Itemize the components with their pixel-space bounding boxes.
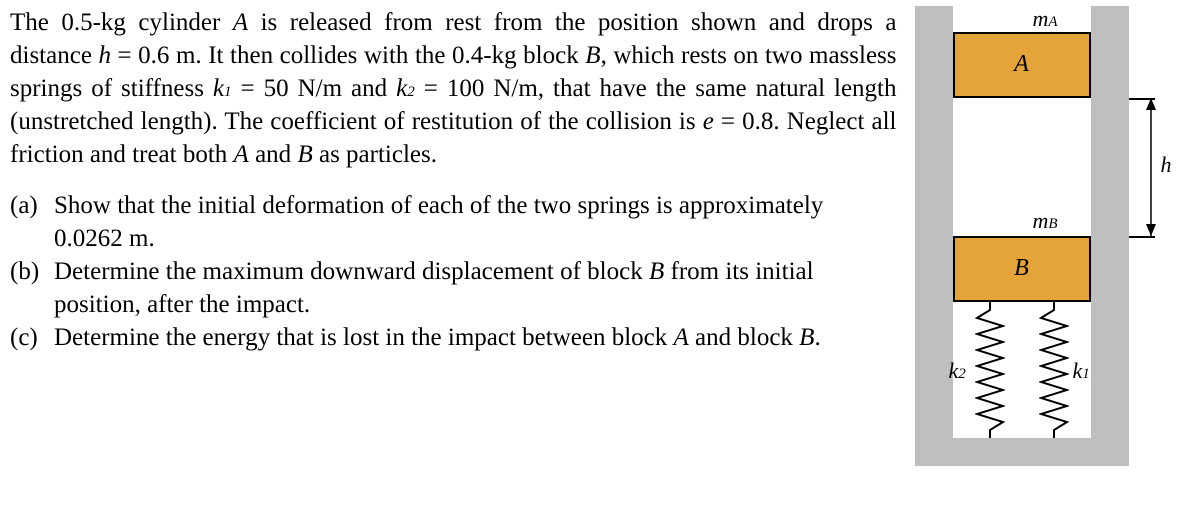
part-b-label: (b) bbox=[10, 255, 54, 321]
spring-k2 bbox=[975, 302, 1005, 438]
var-A: A bbox=[233, 9, 248, 36]
part-c-text: Determine the energy that is lost in the… bbox=[54, 324, 674, 351]
part-a-text: Show that the initial deformation of eac… bbox=[54, 192, 823, 252]
intro-text: The 0.5-kg cylinder bbox=[10, 9, 233, 36]
part-c-text: . bbox=[814, 324, 820, 351]
block-A: A bbox=[953, 32, 1091, 98]
container-bottom bbox=[915, 438, 1129, 466]
part-b-text: Determine the maximum downward displacem… bbox=[54, 258, 649, 285]
k-sub: 2 bbox=[958, 366, 966, 382]
container-right-wall bbox=[1091, 6, 1129, 466]
m-sub: B bbox=[1048, 216, 1057, 232]
part-c-body: Determine the energy that is lost in the… bbox=[54, 321, 897, 354]
mass-A-label: mA bbox=[1033, 6, 1058, 32]
part-a-label: (a) bbox=[10, 189, 54, 255]
var-B: B bbox=[585, 42, 600, 69]
block-B: B bbox=[953, 236, 1091, 302]
figure-column: mA A mB B k2 bbox=[905, 0, 1200, 528]
var-k2-sub: 2 bbox=[407, 84, 415, 100]
spring-k1 bbox=[1039, 302, 1069, 438]
var-A: A bbox=[674, 324, 689, 351]
m-symbol: m bbox=[1033, 6, 1049, 31]
part-a: (a) Show that the initial deformation of… bbox=[10, 189, 897, 255]
intro-text: = 0.6 m. It then collides with the 0.4-k… bbox=[111, 42, 585, 69]
page-root: The 0.5-kg cylinder A is released from r… bbox=[0, 0, 1200, 528]
part-b: (b) Determine the maximum downward displ… bbox=[10, 255, 897, 321]
var-k2: k bbox=[396, 75, 407, 102]
container-left-wall bbox=[915, 6, 953, 466]
block-B-label: B bbox=[1014, 255, 1029, 281]
var-B: B bbox=[799, 324, 814, 351]
spring-icon bbox=[975, 302, 1005, 438]
part-a-body: Show that the initial deformation of eac… bbox=[54, 189, 897, 255]
var-B: B bbox=[297, 141, 312, 168]
m-sub: A bbox=[1048, 14, 1057, 30]
var-B: B bbox=[649, 258, 664, 285]
k-sub: 1 bbox=[1082, 366, 1090, 382]
var-A: A bbox=[234, 141, 249, 168]
m-symbol: m bbox=[1033, 208, 1049, 233]
part-b-body: Determine the maximum downward displacem… bbox=[54, 255, 897, 321]
h-tick-bottom bbox=[1129, 236, 1155, 238]
block-A-label: A bbox=[1014, 51, 1029, 77]
problem-intro: The 0.5-kg cylinder A is released from r… bbox=[10, 6, 897, 171]
intro-text: = 50 N/m and bbox=[232, 75, 397, 102]
var-k1-sub: 1 bbox=[224, 84, 232, 100]
figure: mA A mB B k2 bbox=[915, 6, 1175, 506]
k1-label: k1 bbox=[1073, 358, 1090, 384]
var-h: h bbox=[98, 42, 111, 69]
mass-B-label: mB bbox=[1033, 208, 1058, 234]
spring-icon bbox=[1039, 302, 1069, 438]
intro-text: as particles. bbox=[313, 141, 437, 168]
k2-label: k2 bbox=[949, 358, 966, 384]
part-c: (c) Determine the energy that is lost in… bbox=[10, 321, 897, 354]
h-label: h bbox=[1161, 152, 1172, 178]
var-k1: k bbox=[213, 75, 224, 102]
problem-parts: (a) Show that the initial deformation of… bbox=[10, 189, 897, 354]
k-symbol: k bbox=[1073, 358, 1083, 383]
part-c-text: and block bbox=[689, 324, 799, 351]
part-c-label: (c) bbox=[10, 321, 54, 354]
k-symbol: k bbox=[949, 358, 959, 383]
intro-text: and bbox=[249, 141, 298, 168]
problem-text-column: The 0.5-kg cylinder A is released from r… bbox=[0, 0, 905, 528]
var-e: e bbox=[703, 108, 714, 135]
